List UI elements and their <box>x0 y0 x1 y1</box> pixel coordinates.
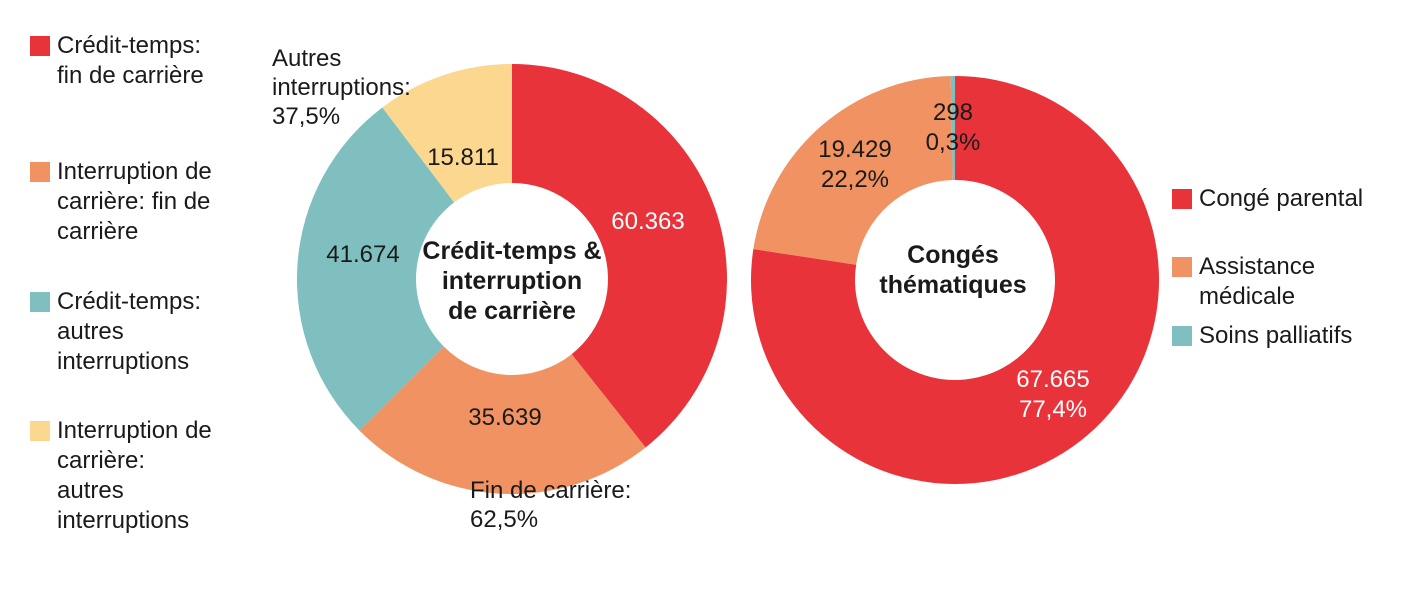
group-share-annotation-fin-de-carriere: Fin de carrière: 62,5% <box>470 476 631 534</box>
title-line: de carrière <box>448 297 576 325</box>
legend-label-line: interruptions <box>57 348 190 375</box>
legend-label-line: Crédit-temps: <box>57 288 202 315</box>
donut-chart-credit-temps-interruption <box>297 64 727 494</box>
donut-slice-0 <box>512 64 727 448</box>
annotation-line: interruptions: <box>272 74 411 101</box>
legend-label-line: interruptions <box>57 507 190 534</box>
annotation-line: Fin de carrière: <box>470 477 632 504</box>
donut-slice-1 <box>359 346 646 494</box>
legend-color-swatch <box>30 292 50 312</box>
donut-slice-2 <box>297 107 455 431</box>
slice-percent: 22,2% <box>820 166 890 193</box>
slice-value-label: 19.429 22,2% <box>818 135 891 195</box>
legend-label-line: Crédit-temps: <box>57 32 202 59</box>
legend-label-line: autres <box>57 318 124 345</box>
legend-color-swatch <box>30 421 50 441</box>
legend-label: Assistance médicale <box>1199 252 1315 312</box>
slice-value-label: 15.811 <box>427 144 499 171</box>
slice-value: 298 <box>932 99 974 126</box>
legend-label-line: carrière <box>57 218 139 245</box>
legend-label-line: Interruption de <box>57 158 212 185</box>
legend-item-assistance-medicale: Assistance médicale <box>1172 252 1315 312</box>
legend-label: Soins palliatifs <box>1199 321 1352 351</box>
legend-color-swatch <box>30 162 50 182</box>
legend-label-line: Congé parental <box>1199 185 1364 212</box>
legend-label-line: Soins palliatifs <box>1199 322 1353 349</box>
annotation-line: Autres <box>272 45 342 72</box>
legend-label-line: Interruption de <box>57 417 212 444</box>
legend-item-interruption-autres: Interruption de carrière: autres interru… <box>30 416 212 536</box>
slice-value-label: 298 0,3% <box>926 98 981 158</box>
donut-slice-1 <box>753 76 953 265</box>
annotation-line: 37,5% <box>272 103 341 130</box>
legend-label-line: autres <box>57 477 124 504</box>
slice-value-label: 35.639 <box>468 404 542 431</box>
title-line: Congés <box>907 241 999 269</box>
donut-slice-3 <box>382 64 512 203</box>
legend-label: Interruption de carrière: autres interru… <box>57 416 212 536</box>
legend-item-credit-temps-fin-de-carriere: Crédit-temps: fin de carrière <box>30 31 204 91</box>
legend-item-soins-palliatifs: Soins palliatifs <box>1172 321 1352 351</box>
donut-slice-0 <box>751 76 1159 484</box>
donut-chart-conges-thematiques <box>751 76 1159 484</box>
slice-value: 67.665 <box>1016 366 1090 393</box>
slice-value-label: 60.363 <box>611 208 685 235</box>
title-line: Crédit-temps & <box>422 237 602 265</box>
legend-label: Congé parental <box>1199 184 1363 214</box>
legend-label-line: fin de carrière <box>57 62 204 89</box>
slice-value: 19.429 <box>818 136 892 163</box>
legend-color-swatch <box>1172 326 1192 346</box>
legend-label-line: carrière: fin de <box>57 188 211 215</box>
title-line: interruption <box>441 267 583 295</box>
legend-item-credit-temps-autres: Crédit-temps: autres interruptions <box>30 287 201 377</box>
legend-label: Crédit-temps: autres interruptions <box>57 287 201 377</box>
donut-center-title: Crédit-temps & interruption de carrière <box>422 236 601 326</box>
group-share-annotation-autres-interruptions: Autres interruptions: 37,5% <box>272 44 411 131</box>
legend-label-line: médicale <box>1199 283 1296 310</box>
legend-label-line: Assistance <box>1199 253 1316 280</box>
legend-color-swatch <box>30 36 50 56</box>
legend-item-interruption-fin-de-carriere: Interruption de carrière: fin de carrièr… <box>30 157 212 247</box>
donut-slice-2 <box>950 76 955 181</box>
legend-label-line: carrière: <box>57 447 146 474</box>
slice-percent: 0,3% <box>925 129 981 156</box>
legend-item-conge-parental: Congé parental <box>1172 184 1363 214</box>
slice-percent: 77,4% <box>1018 396 1088 423</box>
legend-label: Crédit-temps: fin de carrière <box>57 31 204 91</box>
donut-center-title: Congés thématiques <box>879 240 1026 300</box>
annotation-line: 62,5% <box>470 506 539 533</box>
legend-color-swatch <box>1172 189 1192 209</box>
slice-value-label: 41.674 <box>326 241 400 268</box>
legend-label: Interruption de carrière: fin de carrièr… <box>57 157 212 247</box>
legend-color-swatch <box>1172 257 1192 277</box>
slice-value-label: 67.665 77,4% <box>1016 365 1089 425</box>
title-line: thématiques <box>879 271 1027 299</box>
